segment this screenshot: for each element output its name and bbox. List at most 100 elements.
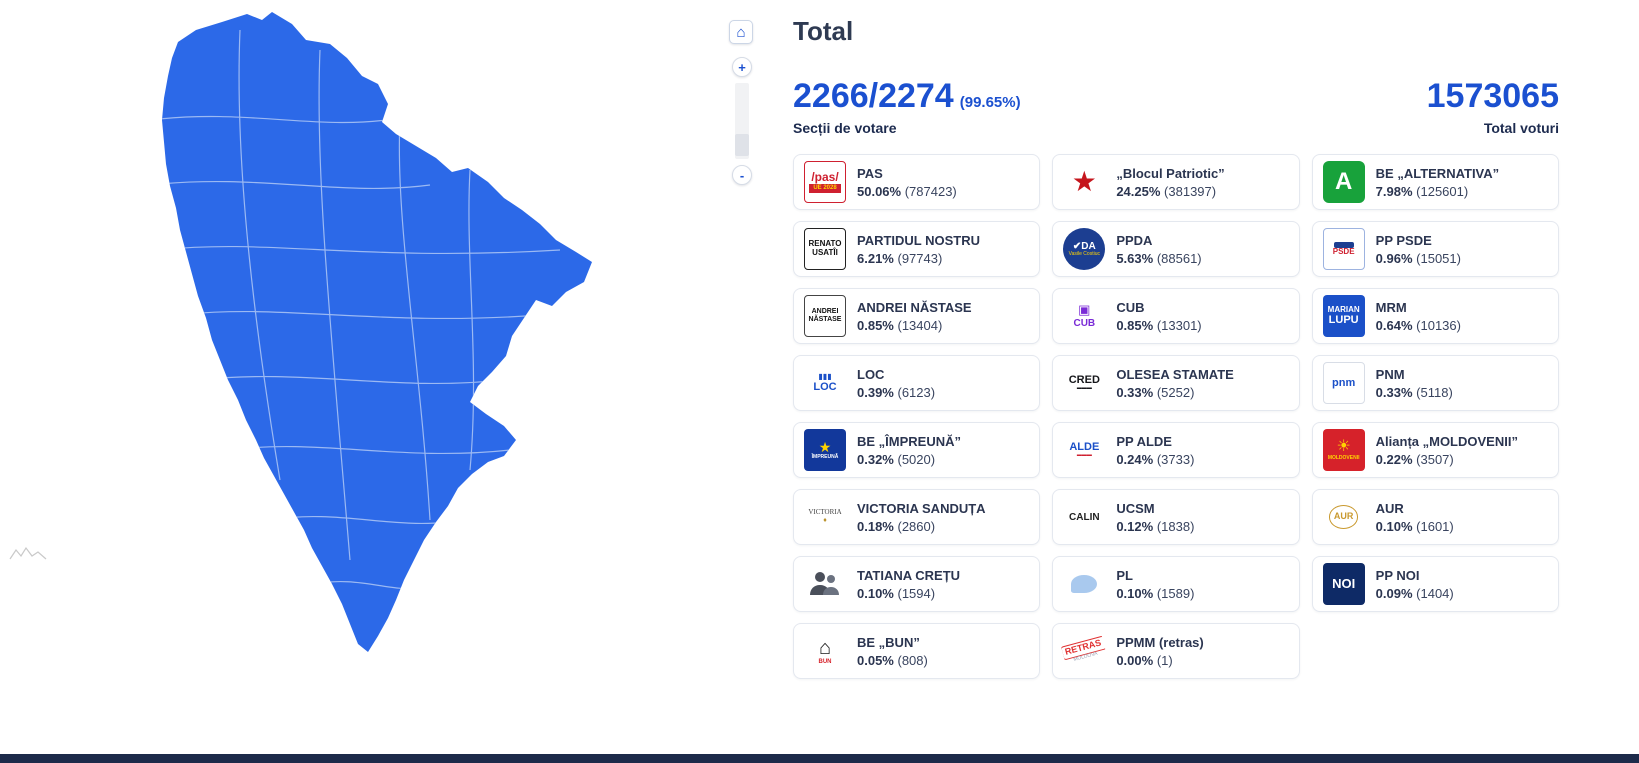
party-card[interactable]: ☀ MOLDOVENII Alianța „MOLDOVENII” 0.22% (… xyxy=(1311,422,1559,478)
party-logo: RENATO USATÎI xyxy=(804,228,846,270)
party-logo-text: ANDREI xyxy=(811,308,839,316)
summary-row: 2266/2274 (99.65%) Secții de votare 15730… xyxy=(793,79,1559,136)
party-card[interactable]: ▮▮▮ LOC LOC 0.39% (6123) xyxy=(793,355,1041,411)
party-logo: ☀ MOLDOVENII xyxy=(1322,429,1365,471)
party-name: PL xyxy=(1116,567,1133,583)
party-logo-text: ★ xyxy=(818,438,832,455)
zoom-in-button[interactable]: + xyxy=(732,57,752,77)
party-text: PARTIDUL NOSTRU 6.21% (97743) xyxy=(857,233,980,266)
party-logo-text: ▬▬▬ xyxy=(1076,385,1092,392)
party-result: 0.96% (15051) xyxy=(1376,251,1461,266)
moldova-country-shape[interactable] xyxy=(162,12,592,652)
party-logo: CALIN xyxy=(1063,496,1106,538)
party-logo-text xyxy=(1071,575,1098,593)
party-card[interactable]: CRED ▬▬▬ OLESEA STAMATE 0.33% (5252) xyxy=(1052,355,1300,411)
party-result: 0.09% (1404) xyxy=(1376,586,1454,601)
party-logo-text: RENATO xyxy=(808,239,842,249)
results-panel: Total 2266/2274 (99.65%) Secții de votare… xyxy=(793,16,1559,679)
party-result: 0.10% (1601) xyxy=(1376,519,1454,534)
party-text: PPMM (retras) 0.00% (1) xyxy=(1116,635,1203,668)
party-votes: (15051) xyxy=(1416,250,1461,266)
party-name: PP PSDE xyxy=(1375,232,1432,248)
party-logo-text: MOLDOVENII xyxy=(1327,455,1360,462)
party-result: 0.18% (2860) xyxy=(857,519,986,534)
party-name: VICTORIA SANDUȚA xyxy=(857,500,986,516)
party-name: PP ALDE xyxy=(1116,433,1172,449)
party-logo: PSDE xyxy=(1322,228,1365,270)
party-result: 0.32% (5020) xyxy=(857,452,961,467)
party-logo-text: ☀ xyxy=(1336,438,1351,456)
party-name: OLESEA STAMATE xyxy=(1116,366,1234,382)
zoom-slider[interactable] xyxy=(735,83,749,159)
party-name: UCSM xyxy=(1116,500,1155,516)
party-logo-text: ▣ xyxy=(1078,302,1091,318)
party-logo-text: Vasile Costiuc xyxy=(1068,250,1100,257)
party-logo-text: NOI xyxy=(1332,575,1356,591)
party-name: BE „ÎMPREUNĂ” xyxy=(857,433,962,449)
party-votes: (381397) xyxy=(1164,183,1217,199)
zoom-slider-thumb[interactable] xyxy=(735,134,749,156)
party-logo-text: ▮▮▮ xyxy=(818,371,832,381)
party-card[interactable]: /pas/UE 2028 PAS 50.06% (787423) xyxy=(793,154,1041,210)
party-card[interactable]: ▣ CUB CUB 0.85% (13301) xyxy=(1052,288,1300,344)
party-card[interactable]: RETRAS MOLDOVA PPMM (retras) 0.00% (1) xyxy=(1052,623,1300,679)
party-logo: ⌂ BUN xyxy=(804,630,846,672)
party-name: PARTIDUL NOSTRU xyxy=(857,232,981,248)
party-result: 0.05% (808) xyxy=(857,653,928,668)
total-votes-label: Total voturi xyxy=(1483,120,1559,136)
party-percent: 24.25% xyxy=(1116,183,1161,199)
party-logo-text: LOC xyxy=(813,381,837,394)
party-text: TATIANA CREȚU 0.10% (1594) xyxy=(857,568,960,601)
party-logo-text: MARIAN xyxy=(1327,304,1360,314)
moldova-map[interactable] xyxy=(0,0,720,745)
party-card[interactable]: CALIN UCSM 0.12% (1838) xyxy=(1052,489,1300,545)
party-card[interactable]: RENATO USATÎI PARTIDUL NOSTRU 6.21% (9774… xyxy=(793,221,1041,277)
party-card[interactable]: ⌂ BUN BE „BUN” 0.05% (808) xyxy=(793,623,1041,679)
party-card[interactable]: PSDE PP PSDE 0.96% (15051) xyxy=(1311,221,1559,277)
party-logo: ★ xyxy=(1063,161,1106,203)
plus-icon: + xyxy=(738,59,746,75)
party-card[interactable]: NOI PP NOI 0.09% (1404) xyxy=(1311,556,1559,612)
party-card[interactable]: TATIANA CREȚU 0.10% (1594) xyxy=(793,556,1041,612)
party-percent: 0.09% xyxy=(1375,585,1413,601)
party-card[interactable]: PL 0.10% (1589) xyxy=(1052,556,1300,612)
party-name: PAS xyxy=(857,165,883,181)
party-result: 0.00% (1) xyxy=(1116,653,1203,668)
party-votes: (1) xyxy=(1156,652,1173,668)
party-votes: (10136) xyxy=(1416,317,1461,333)
stations-percent: (99.65%) xyxy=(959,94,1021,111)
party-percent: 0.05% xyxy=(857,652,894,668)
home-button[interactable]: ⌂ xyxy=(729,20,753,44)
party-logo-text: PSDE xyxy=(1332,246,1355,256)
party-text: PAS 50.06% (787423) xyxy=(857,166,957,199)
zoom-out-button[interactable]: - xyxy=(732,165,752,185)
party-card[interactable]: AUR AUR 0.10% (1601) xyxy=(1311,489,1559,545)
party-text: PP NOI 0.09% (1404) xyxy=(1376,568,1454,601)
party-logo: ✔DA Vasile Costiuc xyxy=(1063,228,1106,270)
party-logo: A xyxy=(1322,161,1365,203)
party-card[interactable]: ★ „Blocul Patriotic” 24.25% (381397) xyxy=(1052,154,1300,210)
party-text: PNM 0.33% (5118) xyxy=(1376,367,1453,400)
party-logo-text: VICTORIA xyxy=(808,508,842,517)
party-logo-text: pnm xyxy=(1332,376,1356,389)
party-logo: ★ ÎMPREUNĂ xyxy=(804,429,846,471)
total-votes-value: 1573065 xyxy=(1426,77,1559,115)
party-card[interactable]: ANDREI NĂSTASE ANDREI NĂSTASE 0.85% (1340… xyxy=(793,288,1041,344)
party-card[interactable]: ALDE ▬▬▬ PP ALDE 0.24% (3733) xyxy=(1052,422,1300,478)
party-text: VICTORIA SANDUȚA 0.18% (2860) xyxy=(857,501,986,534)
party-text: BE „ALTERNATIVA” 7.98% (125601) xyxy=(1376,166,1500,199)
party-votes: (5020) xyxy=(897,451,936,467)
party-logo xyxy=(1063,563,1106,605)
party-card[interactable]: ★ ÎMPREUNĂ BE „ÎMPREUNĂ” 0.32% (5020) xyxy=(793,422,1041,478)
party-card[interactable]: pnm PNM 0.33% (5118) xyxy=(1311,355,1559,411)
party-votes: (13301) xyxy=(1156,317,1202,333)
party-result: 0.85% (13301) xyxy=(1116,318,1201,333)
party-card[interactable]: ✔DA Vasile Costiuc PPDA 5.63% (88561) xyxy=(1052,221,1300,277)
map-controls: ⌂ + - xyxy=(729,20,755,185)
party-card[interactable]: A BE „ALTERNATIVA” 7.98% (125601) xyxy=(1311,154,1559,210)
party-percent: 0.85% xyxy=(857,317,894,333)
party-card[interactable]: MARIAN LUPU MRM 0.64% (10136) xyxy=(1311,288,1559,344)
party-card[interactable]: VICTORIA ♦ VICTORIA SANDUȚA 0.18% (2860) xyxy=(793,489,1041,545)
party-logo-text: NĂSTASE xyxy=(808,316,842,323)
party-percent: 0.18% xyxy=(857,518,894,534)
